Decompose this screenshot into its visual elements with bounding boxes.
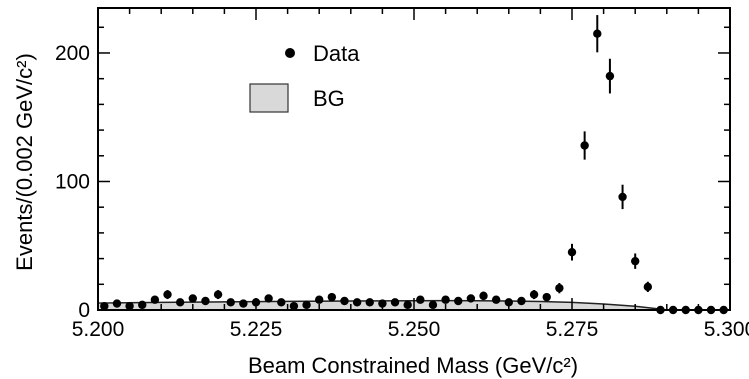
data-point: [428, 300, 438, 310]
legend-bg-swatch: [249, 83, 289, 113]
y-tick-labels: 0 100 200: [55, 42, 90, 322]
data-point: [163, 290, 172, 299]
y-tick-label: 200: [55, 42, 90, 65]
data-point: [631, 256, 640, 266]
x-tick-label: 5.200: [72, 318, 125, 341]
data-point: [542, 292, 551, 302]
legend-data-marker: [285, 48, 295, 58]
data-point: [517, 296, 526, 306]
data-point: [441, 295, 450, 304]
y-tick-label: 100: [55, 170, 90, 193]
data-point: [175, 298, 185, 307]
x-tick-label: 5.300: [704, 318, 749, 341]
data-point: [390, 298, 400, 307]
data-point: [277, 298, 286, 307]
data-point: [100, 301, 109, 311]
data-point: [618, 192, 627, 202]
data-layer: [100, 15, 728, 315]
data-point: [340, 296, 349, 306]
legend: Data BG: [249, 41, 360, 113]
data-point: [416, 295, 425, 304]
data-point: [555, 283, 564, 293]
data-point: [201, 296, 210, 306]
y-axis-title: Events/(0.002 GeV/c²): [12, 53, 37, 271]
data-point: [605, 71, 615, 81]
x-tick-label: 5.250: [388, 318, 441, 341]
legend-data-label: Data: [313, 41, 360, 66]
x-tick-labels: 5.200 5.225 5.250 5.275 5.300: [72, 318, 749, 341]
data-point: [643, 282, 653, 292]
data-point: [302, 300, 311, 310]
data-point: [378, 299, 387, 308]
data-point: [289, 301, 299, 311]
data-point: [580, 141, 589, 150]
data-point: [491, 295, 501, 304]
data-point: [112, 299, 122, 308]
y-tick-label: 0: [78, 299, 90, 322]
data-point: [264, 294, 273, 303]
x-axis-title: Beam Constrained Mass (GeV/c²): [248, 353, 578, 378]
x-tick-label: 5.225: [230, 318, 283, 341]
data-point: [138, 300, 147, 310]
data-point: [593, 29, 602, 38]
data-point: [327, 292, 337, 302]
data-point: [150, 295, 160, 304]
data-point: [529, 290, 539, 299]
data-point: [226, 298, 235, 307]
data-point: [466, 294, 476, 303]
data-point: [352, 298, 362, 307]
data-point: [479, 291, 488, 301]
data-point: [188, 294, 197, 303]
data-point: [403, 300, 412, 310]
data-point: [213, 290, 223, 299]
data-point: [239, 299, 248, 308]
data-point: [567, 247, 577, 257]
data-point: [454, 296, 463, 306]
data-point: [315, 295, 324, 304]
ticks-layer: [97, 8, 731, 311]
data-point: [504, 298, 513, 307]
plot-area: [97, 7, 731, 315]
legend-bg-label: BG: [313, 86, 345, 111]
x-tick-label: 5.275: [546, 318, 599, 341]
data-point: [365, 298, 374, 307]
